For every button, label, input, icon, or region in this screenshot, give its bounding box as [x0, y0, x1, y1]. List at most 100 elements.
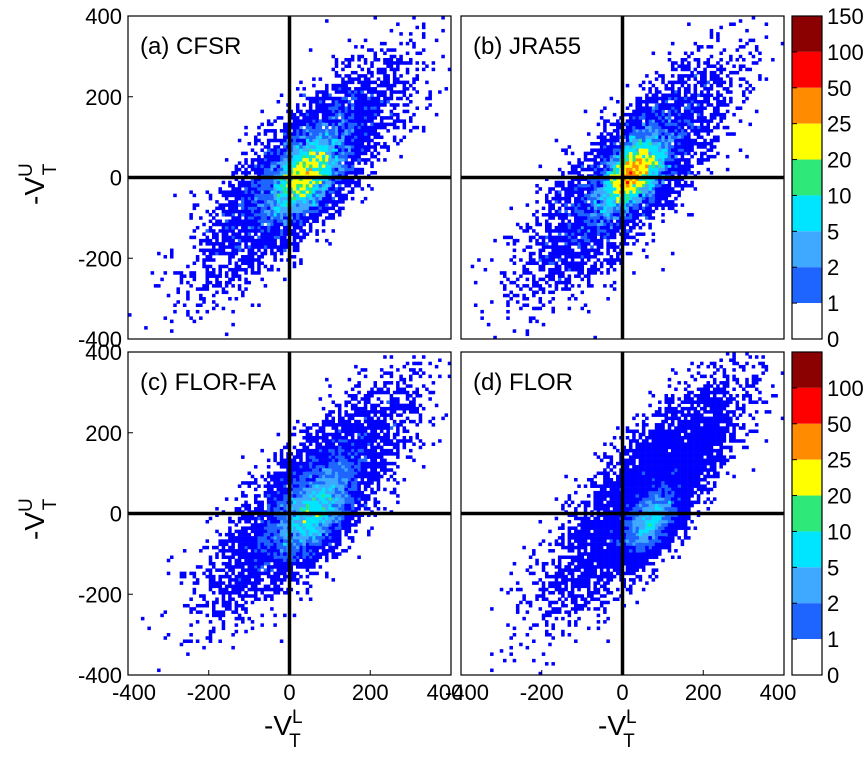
heatmap-cell: [176, 271, 180, 275]
heatmap-cell: [360, 122, 365, 127]
heatmap-cell: [247, 216, 252, 220]
heatmap-cell: [532, 258, 536, 262]
heatmap-cell: [680, 119, 685, 123]
heatmap-cell: [292, 526, 297, 530]
heatmap-cell: [263, 242, 268, 246]
heatmap-cell: [645, 242, 649, 246]
heatmap-cell: [321, 513, 326, 518]
heatmap-cell: [525, 271, 530, 275]
heatmap-cell: [667, 164, 672, 169]
heatmap-cell: [599, 132, 604, 136]
heatmap-cell: [574, 225, 578, 230]
heatmap-cell: [603, 284, 607, 288]
heatmap-cell: [703, 74, 707, 78]
heatmap-cell: [244, 193, 248, 198]
heatmap-cell: [292, 196, 297, 201]
heatmap-cell: [302, 216, 306, 220]
heatmap-cell: [370, 48, 374, 52]
heatmap-cell: [308, 484, 313, 488]
heatmap-cell: [328, 213, 332, 217]
heatmap-cell: [538, 258, 543, 262]
heatmap-cell: [512, 293, 517, 298]
heatmap-cell: [308, 516, 313, 521]
heatmap-cell: [325, 471, 329, 476]
heatmap-cell: [279, 568, 284, 572]
heatmap-cell: [373, 413, 378, 417]
heatmap-cell: [641, 171, 646, 175]
heatmap-cell: [593, 225, 597, 230]
heatmap-cell: [700, 99, 704, 104]
heatmap-cell: [658, 74, 662, 78]
heatmap-cell: [312, 552, 316, 556]
heatmap-cell: [360, 132, 365, 136]
heatmap-cell: [625, 222, 630, 227]
heatmap-cell: [315, 471, 319, 476]
heatmap-cell: [700, 106, 704, 110]
heatmap-cell: [548, 258, 552, 262]
heatmap-cell: [260, 238, 264, 243]
heatmap-cell: [257, 158, 261, 162]
heatmap-cell: [612, 187, 617, 191]
heatmap-cell: [574, 219, 578, 224]
heatmap-cell: [593, 193, 597, 198]
heatmap-cell: [292, 129, 297, 133]
heatmap-cell: [648, 132, 652, 136]
heatmap-cell: [389, 400, 394, 404]
heatmap-cell: [693, 132, 698, 136]
heatmap-cell: [554, 235, 559, 240]
heatmap-cell: [325, 138, 329, 143]
heatmap-cell: [208, 581, 213, 585]
heatmap-cell: [318, 468, 323, 472]
heatmap-cell: [276, 565, 281, 569]
heatmap-cell: [603, 122, 607, 127]
heatmap-cell: [305, 429, 310, 434]
heatmap-cell: [302, 532, 306, 537]
heatmap-cell: [625, 167, 630, 172]
heatmap-cell: [270, 248, 274, 253]
heatmap-cell: [305, 555, 310, 560]
heatmap-cell: [396, 64, 400, 68]
heatmap-cell: [648, 151, 652, 156]
heatmap-cell: [321, 148, 326, 152]
heatmap-cell: [347, 461, 352, 466]
heatmap-cell: [599, 109, 604, 114]
heatmap-cell: [260, 187, 264, 191]
heatmap-cell: [658, 167, 662, 172]
heatmap-cell: [186, 313, 190, 317]
heatmap-cell: [360, 171, 365, 175]
heatmap-cell: [402, 80, 407, 85]
heatmap-cell: [308, 500, 313, 505]
heatmap-cell: [283, 555, 287, 560]
heatmap-cell: [347, 477, 352, 482]
heatmap-cell: [577, 255, 581, 259]
heatmap-cell: [625, 138, 630, 143]
heatmap-cell: [670, 80, 675, 85]
heatmap-cell: [383, 145, 387, 149]
heatmap-cell: [347, 167, 352, 172]
heatmap-cell: [383, 74, 387, 78]
heatmap-cell: [221, 539, 226, 543]
heatmap-cell: [399, 154, 403, 159]
heatmap-cell: [292, 112, 297, 117]
heatmap-cell: [266, 171, 271, 175]
heatmap-cell: [654, 141, 659, 146]
heatmap-cell: [658, 96, 662, 101]
heatmap-cell: [208, 225, 213, 230]
heatmap-cell: [318, 171, 323, 175]
heatmap-cell: [299, 109, 303, 114]
heatmap-cell: [299, 542, 303, 547]
heatmap-cell: [670, 138, 675, 143]
heatmap-cell: [244, 222, 248, 227]
heatmap-cell: [179, 581, 184, 585]
heatmap-cell: [641, 200, 646, 204]
heatmap-cell: [244, 196, 248, 201]
heatmap-cell: [231, 187, 235, 191]
heatmap-cell: [312, 183, 316, 188]
heatmap-cell: [224, 271, 229, 275]
heatmap-cell: [253, 200, 258, 204]
heatmap-cell: [616, 135, 620, 140]
heatmap-cell: [638, 125, 643, 130]
heatmap-cell: [302, 484, 306, 488]
heatmap-cell: [648, 164, 652, 169]
heatmap-cell: [250, 222, 255, 227]
